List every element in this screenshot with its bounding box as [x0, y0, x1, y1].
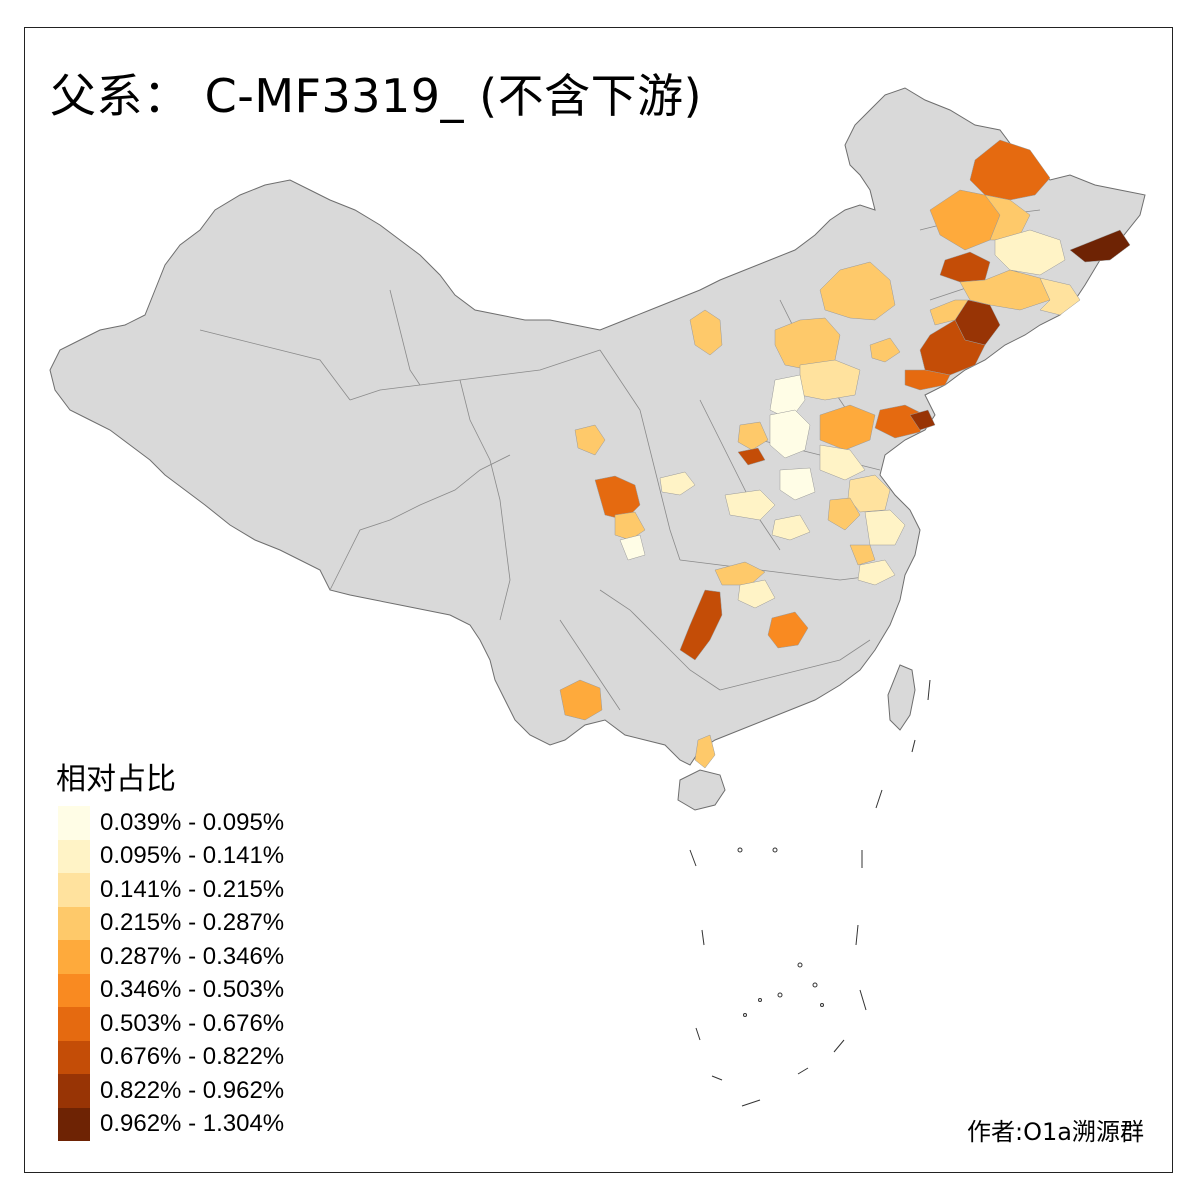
legend-swatch	[58, 873, 90, 907]
region-yunnan-south	[559, 679, 603, 721]
taiwan-island	[887, 664, 916, 731]
legend-label: 0.095% - 0.141%	[100, 842, 285, 870]
region-liaoning-b	[919, 319, 986, 376]
map-title: 父系： C-MF3319_ (不含下游)	[50, 69, 703, 123]
legend-label: 0.039% - 0.095%	[100, 808, 285, 836]
region-shanxi-b	[737, 421, 769, 451]
legend-label: 0.503% - 0.676%	[100, 1009, 285, 1037]
south-china-sea-islands	[689, 679, 931, 1107]
region-shanxi	[769, 409, 811, 459]
region-jilin-east	[1039, 277, 1081, 316]
legend-item: 0.039% - 0.095%	[58, 806, 358, 840]
region-shandong-peninsula	[874, 404, 926, 439]
legend-label: 0.287% - 0.346%	[100, 942, 285, 970]
region-shanxi-c	[737, 447, 766, 466]
choropleth-regions	[559, 139, 1131, 769]
region-gansu-a	[574, 424, 606, 456]
region-tianjin	[869, 337, 901, 363]
region-sichuan-north	[594, 475, 641, 521]
region-shandong-mid	[819, 444, 866, 481]
china-landmass	[49, 87, 1146, 766]
region-liaoning-c	[904, 369, 951, 391]
legend-label: 0.676% - 0.822%	[100, 1043, 285, 1071]
legend-item: 0.141% - 0.215%	[58, 873, 358, 907]
author-credit: 作者:O1a溯源群	[967, 1118, 1144, 1146]
region-hebei-south	[769, 374, 806, 421]
region-anhui	[827, 497, 861, 531]
region-hubei-mid	[737, 579, 776, 609]
hainan-island	[677, 769, 726, 811]
region-sichuan-south	[619, 534, 646, 561]
legend-swatch	[58, 1007, 90, 1041]
region-heilongjiang-far-east	[1069, 229, 1131, 263]
legend-item: 0.287% - 0.346%	[58, 940, 358, 974]
legend-label: 0.962% - 1.304%	[100, 1110, 285, 1138]
legend-item: 0.095% - 0.141%	[58, 839, 358, 873]
region-neimeng-central	[819, 261, 896, 321]
legend-item: 0.962% - 1.304%	[58, 1107, 358, 1141]
legend-item: 0.676% - 0.822%	[58, 1040, 358, 1074]
region-heilongjiang-north	[969, 139, 1051, 201]
region-guizhou	[679, 589, 723, 661]
legend-item: 0.346% - 0.503%	[58, 973, 358, 1007]
region-zhejiang	[857, 559, 896, 586]
region-henan-c	[779, 467, 816, 501]
region-shandong-west	[819, 404, 876, 451]
legend-item: 0.822% - 0.962%	[58, 1074, 358, 1108]
legend-swatch	[58, 973, 90, 1007]
legend-swatch	[58, 839, 90, 873]
region-henan-b	[771, 514, 811, 541]
region-henan-a	[724, 489, 776, 521]
legend-item: 0.215% - 0.287%	[58, 906, 358, 940]
legend-swatch	[58, 940, 90, 974]
region-hubei-west	[714, 561, 766, 586]
region-liaoning-d	[929, 299, 969, 326]
region-leizhou	[694, 734, 716, 769]
region-anhui-south	[849, 544, 876, 566]
legend-label: 0.215% - 0.287%	[100, 909, 285, 937]
legend-swatch	[58, 1040, 90, 1074]
legend-label: 0.822% - 0.962%	[100, 1076, 285, 1104]
legend-swatch	[58, 806, 90, 840]
region-heilongjiang-east	[994, 229, 1066, 276]
legend-label: 0.346% - 0.503%	[100, 976, 285, 1004]
region-neimeng-west	[689, 309, 723, 356]
legend-swatch	[58, 1107, 90, 1141]
region-sichuan-mid	[614, 511, 646, 541]
legend-swatch	[58, 906, 90, 940]
region-shaanxi	[659, 471, 696, 496]
region-hunan	[767, 611, 809, 649]
legend-title: 相对占比	[56, 762, 176, 797]
legend-swatch	[58, 1074, 90, 1108]
legend-item: 0.503% - 0.676%	[58, 1007, 358, 1041]
region-shandong-tip	[909, 409, 936, 431]
region-jiangsu-mid	[864, 509, 906, 546]
legend-label: 0.141% - 0.215%	[100, 875, 285, 903]
legend: 0.039% - 0.095% 0.095% - 0.141% 0.141% -…	[58, 806, 358, 1141]
